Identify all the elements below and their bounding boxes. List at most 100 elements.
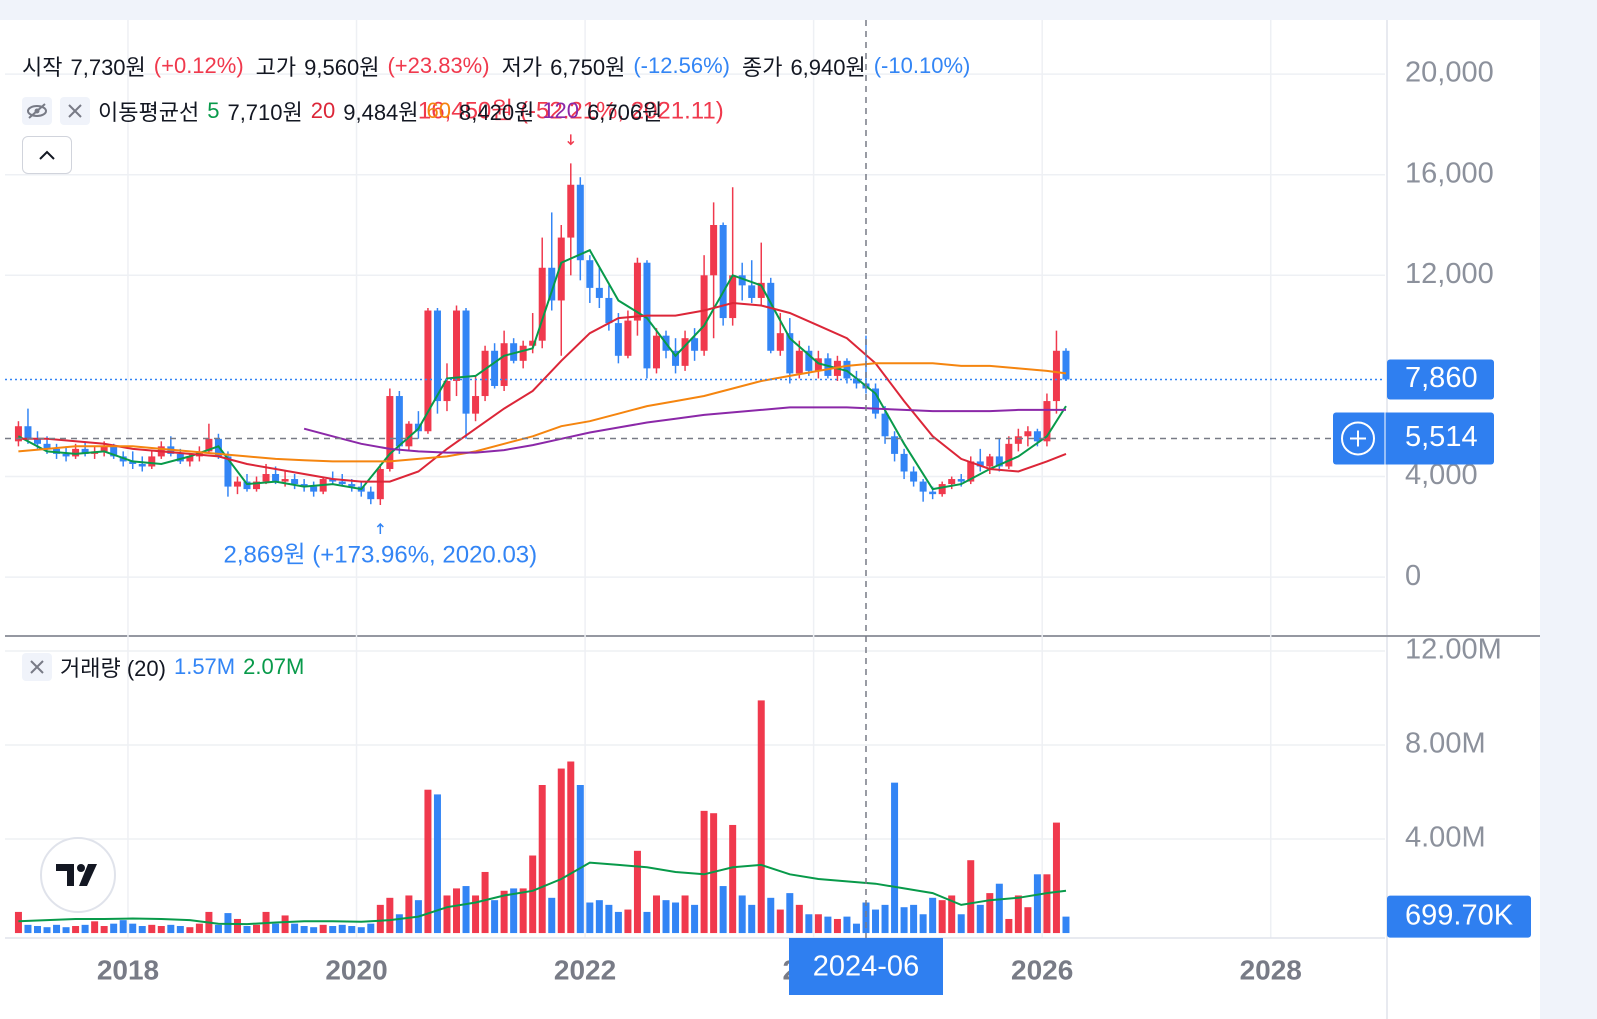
volume-bar [529,855,537,934]
candle-body [891,436,899,454]
volume-bar [719,886,727,934]
volume-bar [738,895,746,934]
volume-bar [272,923,280,934]
volume-bar [948,895,956,934]
volume-bar [119,920,127,934]
candle-body [605,297,613,324]
volume-bar [652,895,660,934]
volume-bar [595,900,603,934]
candle-body [786,333,794,374]
hide-button[interactable] [22,97,52,125]
moving-average-line [18,301,1067,483]
candle-body [938,484,946,495]
annotation-label: 16,450원 (-52.21%, 2021.11) [418,98,724,125]
volume-title: 거래량 (20) [60,656,166,681]
remove-button[interactable] [22,653,52,681]
volume-bar [405,895,413,934]
candle-body [900,453,908,472]
volume-bar [900,907,908,934]
volume-bar [633,850,641,934]
volume-bar [33,926,41,934]
candle-body [614,323,622,356]
candle-body [272,474,280,482]
x-tick-label: 2022 [554,954,616,985]
volume-ma-legend-value: 2.07M [243,654,305,679]
volume-bar [424,789,432,934]
volume-bar [995,883,1003,934]
volume-bar [472,895,480,934]
volume-bar [776,909,784,934]
remove-button[interactable] [60,97,90,125]
candle-body [129,461,137,464]
candle-body [253,481,261,490]
top-strip [0,0,1597,20]
volume-bar [938,900,946,934]
candle-body [329,479,337,482]
candle-body [967,461,975,482]
volume-bar [538,785,546,934]
close-icon [30,660,44,674]
crosshair-y-box [1333,412,1494,465]
close-icon [68,104,82,118]
volume-bar [233,918,241,934]
volume-bar [1052,822,1060,934]
candle-body [1043,401,1051,442]
candle-body [633,262,641,321]
y-tick-label: 0 [1405,560,1421,592]
candle-body [205,438,213,452]
volume-bar [386,897,394,934]
candle-body [81,448,89,454]
volume-legend-value: 1.57M [173,654,236,679]
collapse-button[interactable] [22,136,72,174]
volume-bar [319,924,327,934]
ohlc-value: 6,750원 [550,55,626,80]
annotation-arrow [376,522,384,534]
volume-bar [586,902,594,934]
volume-bar [976,904,984,934]
candle-body [957,479,965,482]
candle-body [186,456,194,462]
candle-body [243,481,251,490]
volume-bar [348,926,356,934]
candle-body [529,340,537,346]
y-tick-label: 16,000 [1405,157,1494,189]
volume-bar [643,911,651,934]
candle-body [948,479,956,485]
volume-bar [681,895,689,934]
volume-bar [14,911,22,934]
candle-body [767,282,775,351]
volume-bar [757,700,765,934]
volume-bar [843,916,851,934]
candle-body [986,456,994,467]
volume-bar [767,897,775,934]
candle-body [681,338,689,366]
volume-bar [357,927,365,934]
candle-body [919,481,927,492]
volume-bar [148,924,156,934]
add-alert-plus [1350,430,1366,447]
volume-bar [243,926,251,934]
ma-legend-value: 8,420원 [459,100,535,125]
candle-body [14,426,22,442]
y-tick-label: 12,000 [1405,258,1494,290]
candle-body [300,484,308,487]
last-volume-label: 699.70K [1405,899,1514,931]
moving-average-line [303,406,1066,454]
candle-body [586,260,594,288]
candle-body [33,438,41,444]
candle-body [1005,443,1013,467]
candle-body [110,446,118,457]
right-strip [1540,0,1597,1019]
volume-bar [24,924,32,934]
candle-body [462,310,470,414]
volume-bar [691,904,699,934]
candle-body [72,448,80,457]
ohlc-value: 7,730원 [70,55,146,80]
ma-legend: 이동평균선 5 7,710원 20 9,484원 60 8,420원 120 6,706원 [22,95,670,127]
volume-bar [833,918,841,934]
tradingview-logo[interactable] [40,837,116,913]
volume-tick-label: 12.00M [1405,634,1502,666]
volume-bar [967,860,975,934]
volume-bar [1033,874,1041,934]
volume-bar [157,926,165,934]
